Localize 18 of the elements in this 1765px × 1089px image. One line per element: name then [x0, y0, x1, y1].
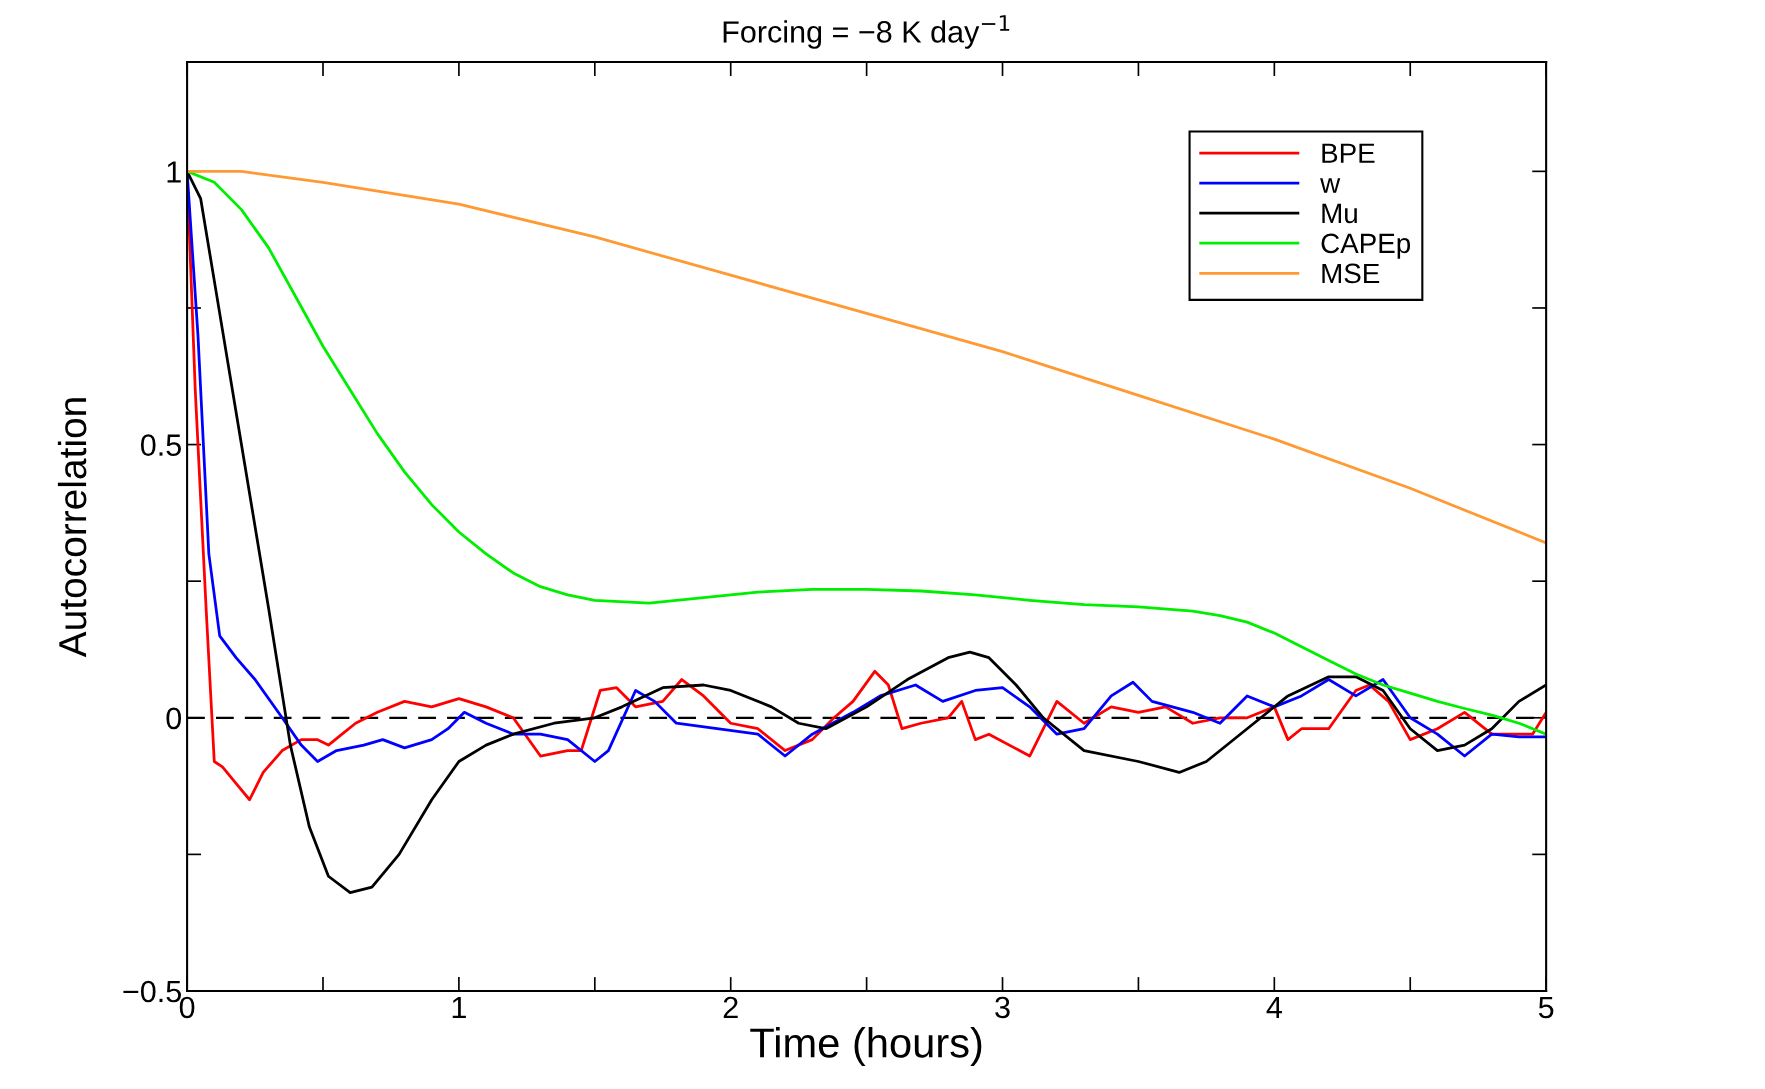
legend-label: CAPEp: [1321, 233, 1411, 259]
legend-label: BPE: [1322, 143, 1375, 163]
x-tick-label: 3: [995, 996, 1010, 1019]
line-series: [187, 169, 1547, 545]
y-tick-label: 0.5: [140, 434, 181, 456]
legend-label: MSE: [1322, 263, 1380, 284]
x-tick-label: 5: [1538, 996, 1554, 1019]
y-tick-label: 1: [167, 161, 181, 183]
x-tick-label: 2: [723, 996, 738, 1018]
chart-title: Forcing = −8 K day$^{−1}$: [723, 15, 1010, 49]
legend-label: Mu: [1322, 203, 1357, 224]
y-tick-label: −0.5: [123, 980, 181, 1003]
x-tick-label: 1: [452, 996, 466, 1018]
x-tick-label: 4: [1266, 996, 1282, 1018]
y-axis-title: Autocorrelation: [57, 398, 87, 658]
x-axis-title: Time (hours): [750, 1027, 982, 1066]
legend-label: w: [1320, 178, 1341, 193]
y-tick-label: 0: [166, 707, 182, 730]
